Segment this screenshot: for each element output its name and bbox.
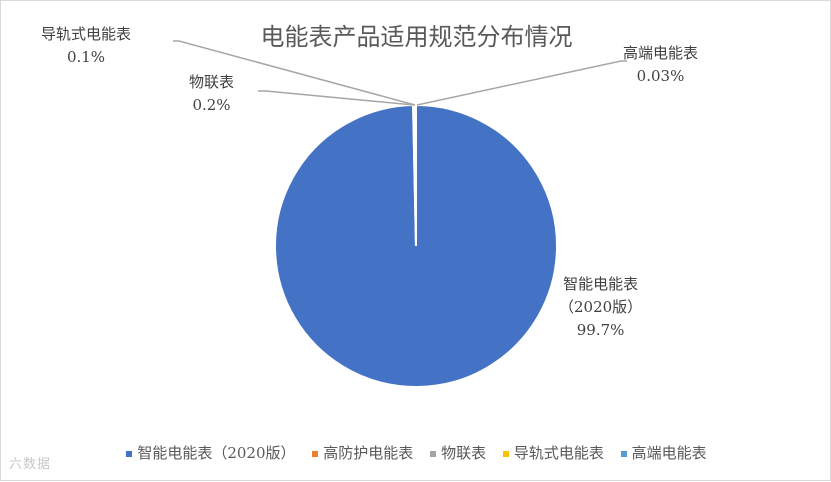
legend-item: 物联表 <box>430 442 486 463</box>
data-label-high-end-meter: 高端电能表 0.03% <box>623 42 698 88</box>
legend-label: 导轨式电能表 <box>514 444 604 462</box>
data-label-value: 0.1% <box>41 46 131 69</box>
legend-swatch <box>312 451 318 457</box>
data-label-name: 智能电能表 <box>559 273 642 296</box>
legend-label: 高防护电能表 <box>323 444 413 462</box>
data-label-value: 0.2% <box>189 94 234 117</box>
leader-line-high-end-meter <box>417 61 627 105</box>
legend-swatch <box>126 451 132 457</box>
legend-item: 智能电能表（2020版） <box>126 442 295 463</box>
legend-label: 高端电能表 <box>632 444 707 462</box>
legend-label: 物联表 <box>441 444 486 462</box>
legend-swatch <box>430 451 436 457</box>
data-label-name: 高端电能表 <box>623 42 698 65</box>
data-label-value: 0.03% <box>623 65 698 88</box>
data-label-value: 99.7% <box>559 319 642 342</box>
data-label-name: 物联表 <box>189 71 234 94</box>
data-label-smart-meter: 智能电能表 （2020版） 99.7% <box>559 273 642 342</box>
watermark: 六数据 <box>9 453 51 472</box>
legend-label: 智能电能表（2020版） <box>137 444 295 462</box>
legend: 智能电能表（2020版） 高防护电能表 物联表 导轨式电能表 高端电能表 <box>1 442 831 463</box>
data-label-name: （2020版） <box>559 296 642 319</box>
data-label-din-rail-meter: 导轨式电能表 0.1% <box>41 23 131 69</box>
legend-swatch <box>621 451 627 457</box>
data-label-name: 导轨式电能表 <box>41 23 131 46</box>
legend-item: 导轨式电能表 <box>503 442 604 463</box>
data-label-iot-meter: 物联表 0.2% <box>189 71 234 117</box>
legend-item: 高端电能表 <box>621 442 707 463</box>
legend-swatch <box>503 451 509 457</box>
legend-item: 高防护电能表 <box>312 442 413 463</box>
